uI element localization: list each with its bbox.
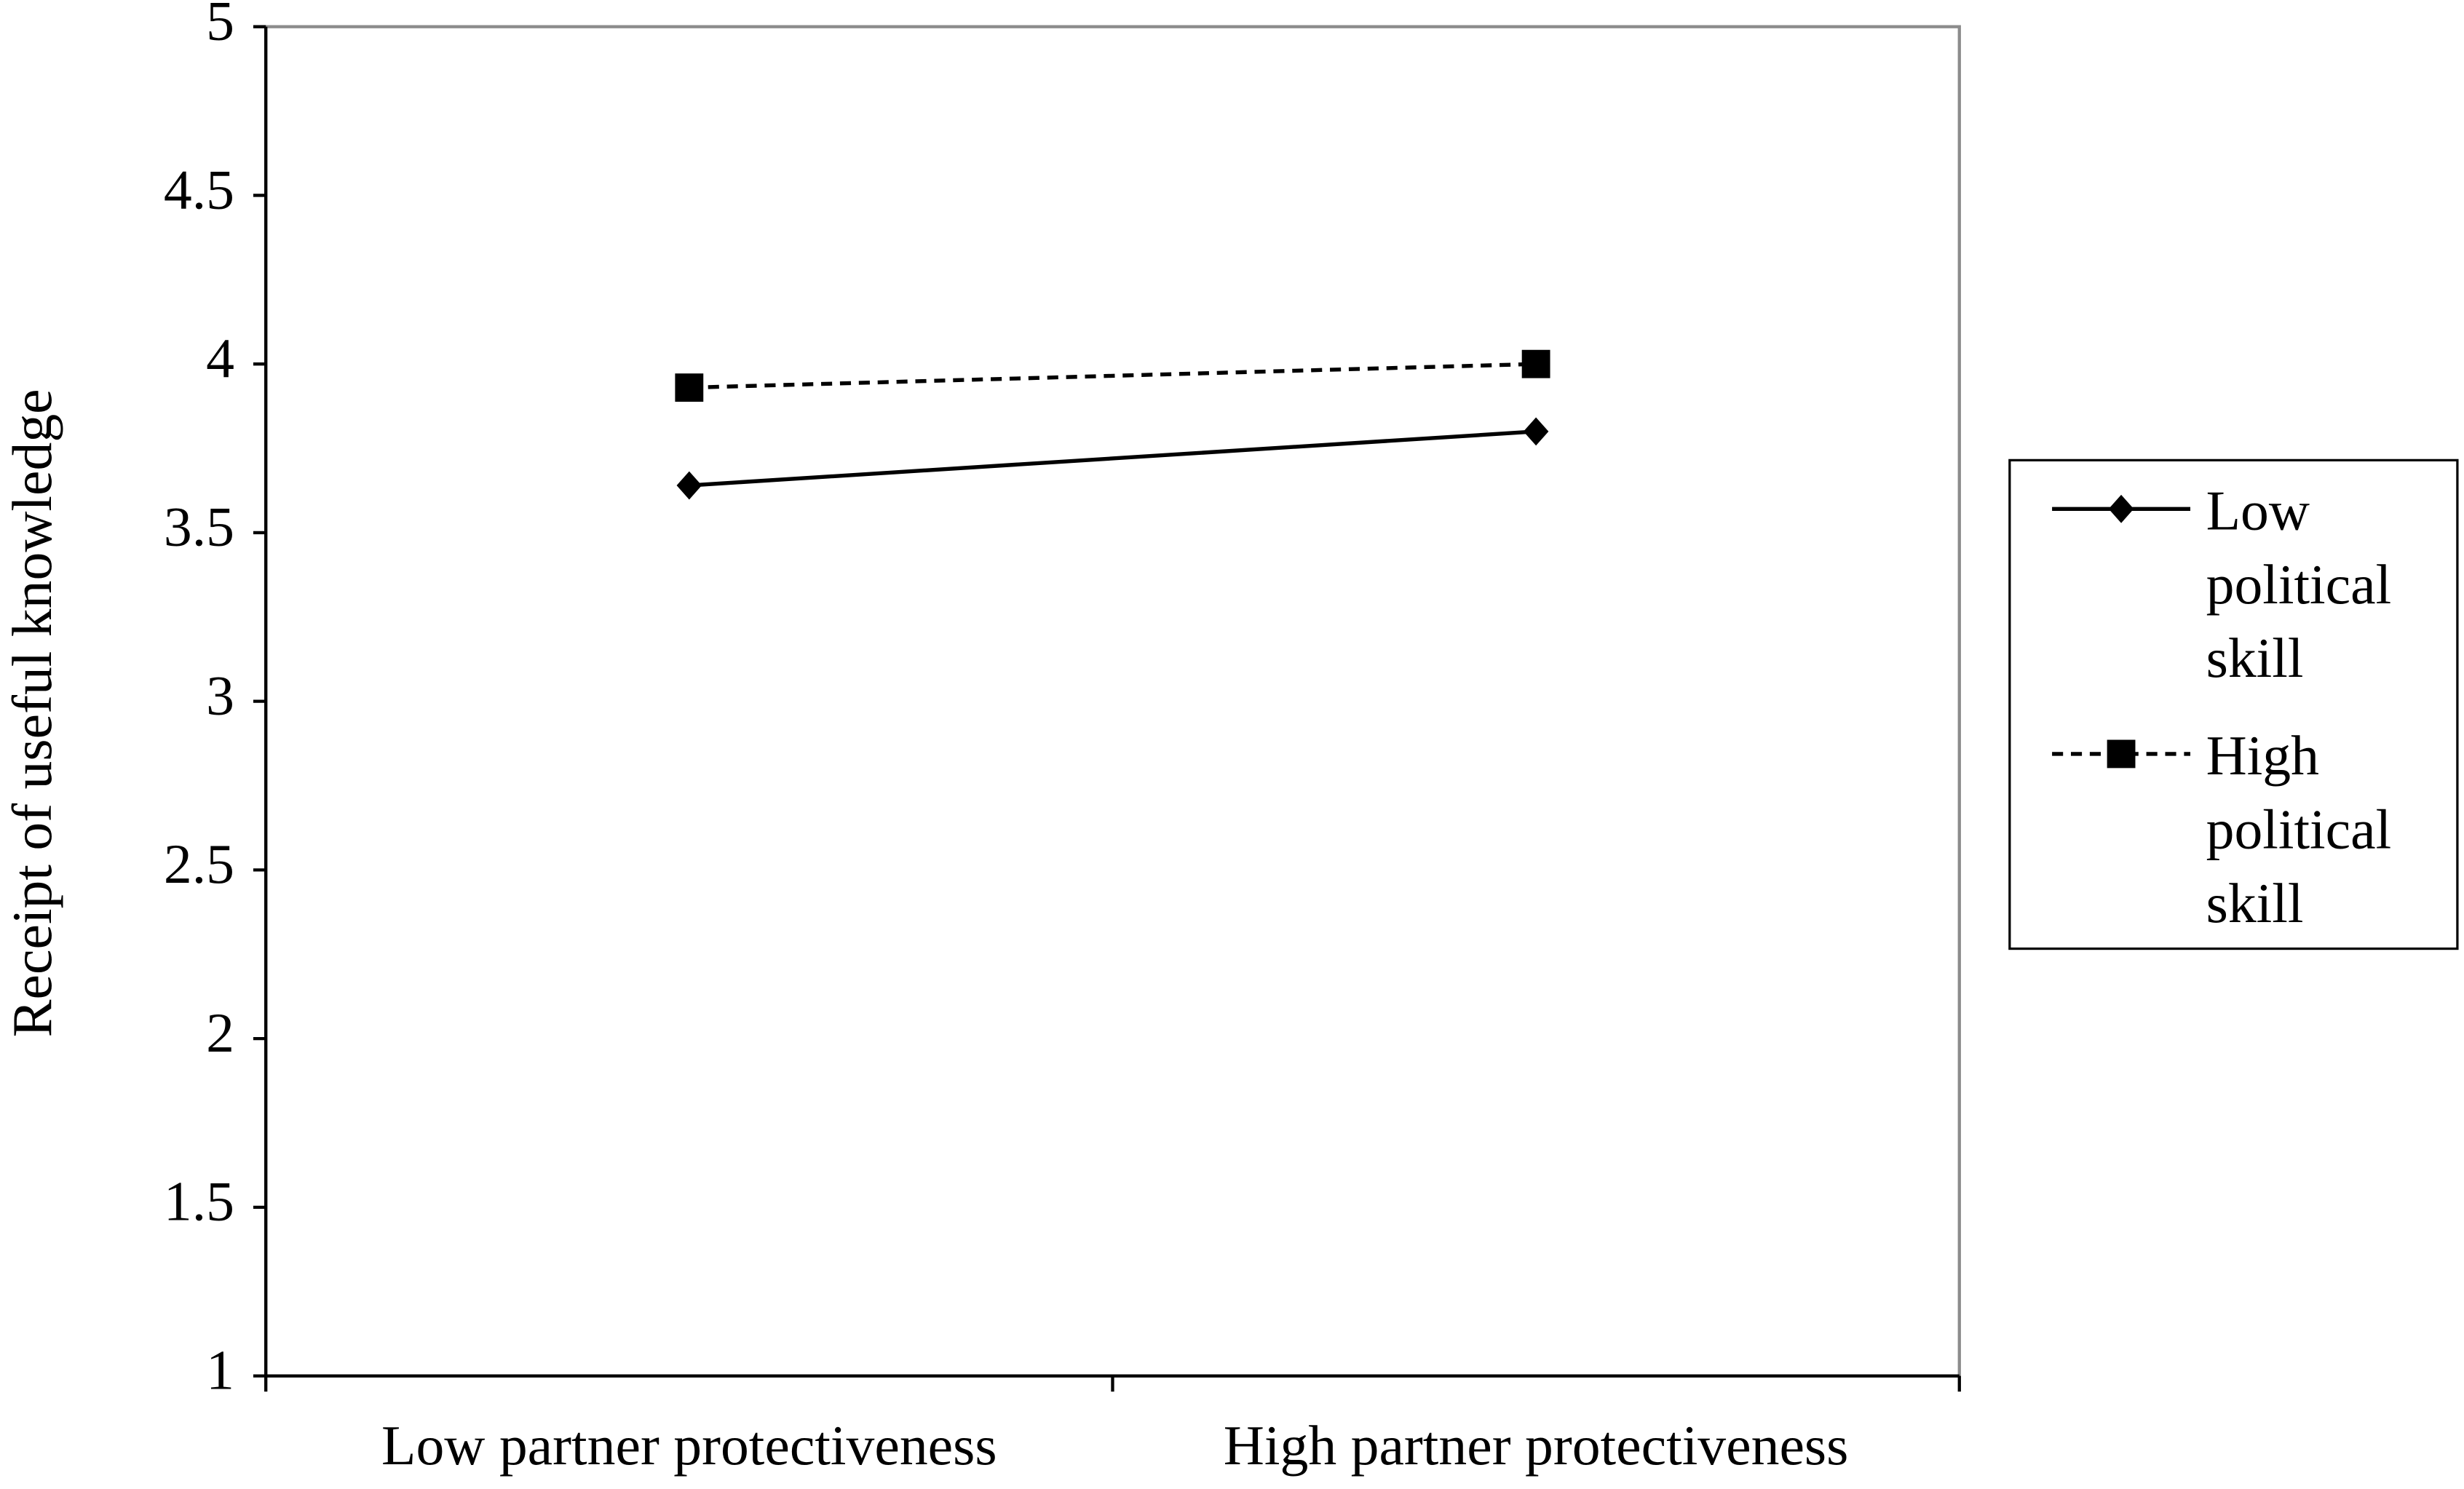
point (676, 471, 702, 500)
y-tick-label: 2 (206, 1001, 234, 1064)
series-line (689, 429, 1537, 488)
legend-marker (2107, 739, 2136, 769)
plot-frame (264, 25, 1961, 1378)
y-tick-label: 1.5 (164, 1170, 234, 1233)
y-tick-label: 2.5 (164, 833, 234, 895)
y-tick-label: 5 (206, 0, 234, 52)
legend-label: High political skill (2206, 723, 2392, 935)
y-tick-label: 1 (206, 1338, 234, 1401)
legend-label-box: High political skill (2206, 723, 2392, 935)
legend-label-box: Low political skill (2206, 479, 2392, 690)
legend-marker (2108, 494, 2134, 523)
series-line (689, 362, 1537, 390)
y-tick-label: 3 (206, 664, 234, 726)
legend-box (2008, 458, 2459, 950)
point (1521, 349, 1550, 378)
point (1523, 417, 1549, 446)
y-tick-label: 4 (206, 327, 234, 389)
y-tick-label: 4.5 (164, 158, 234, 221)
point (675, 373, 704, 402)
legend-label: Low political skill (2206, 479, 2392, 690)
x-tick-label: High partner protectiveness (1224, 1414, 1849, 1477)
y-tick-label: 3.5 (164, 496, 234, 558)
y-axis-label: Receipt of useful knowledge (1, 389, 63, 1037)
x-tick-label: Low partner protectiveness (381, 1414, 997, 1477)
